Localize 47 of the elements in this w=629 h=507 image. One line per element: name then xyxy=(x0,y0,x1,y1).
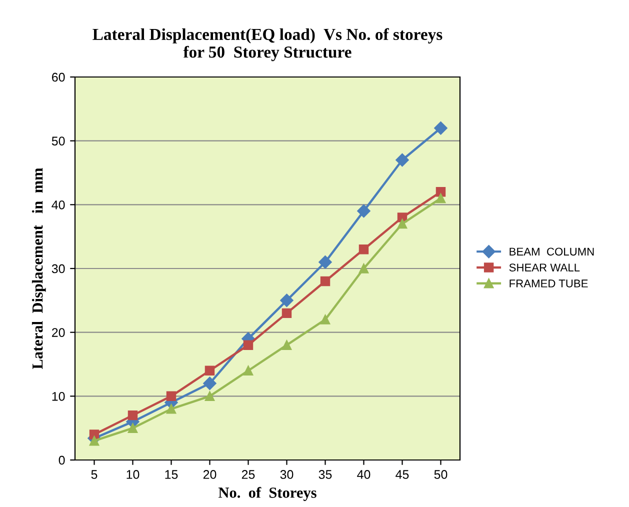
point xyxy=(396,153,409,167)
point xyxy=(128,423,138,433)
y-tick-label: 20 xyxy=(52,328,65,337)
point xyxy=(204,366,215,376)
point xyxy=(203,376,216,390)
point xyxy=(166,391,176,402)
x-tick-label: 20 xyxy=(203,470,216,479)
x-tick-label: 40 xyxy=(357,470,370,479)
point xyxy=(320,276,330,286)
y-tick-label: 50 xyxy=(52,136,65,146)
point xyxy=(397,218,408,229)
x-tick-label: 10 xyxy=(126,470,140,479)
x-tick-label: 25 xyxy=(242,470,255,479)
legend-label: FRAMED TUBE xyxy=(510,280,588,288)
x-tick-label: 5 xyxy=(91,470,98,479)
x-axis-title: No. of Storeys xyxy=(218,486,316,501)
y-tick-label: 60 xyxy=(52,72,65,82)
point xyxy=(166,404,176,414)
y-tick-label: 30 xyxy=(52,264,65,274)
y-tick-label: 40 xyxy=(52,200,65,210)
point xyxy=(358,264,369,274)
point xyxy=(318,256,332,269)
x-tick-label: 45 xyxy=(396,470,409,479)
y-tick-label: 10 xyxy=(52,392,65,401)
point xyxy=(434,121,448,135)
point xyxy=(357,204,370,218)
x-tick-label: 50 xyxy=(434,470,448,479)
point xyxy=(89,436,100,446)
chart-title: Lateral Displacement(EQ load) Vs No. of storeys for 50 Storey Structure xyxy=(92,28,442,62)
point xyxy=(436,193,446,204)
y-axis-title: Lateral Displacement in mm xyxy=(32,168,46,370)
legend-label: BEAM COLUMN xyxy=(510,248,594,256)
x-tick-label: 35 xyxy=(318,470,332,479)
point xyxy=(204,391,215,402)
point xyxy=(128,410,138,420)
x-tick-label: 15 xyxy=(165,470,178,479)
y-tick-label: 0 xyxy=(58,456,65,465)
legend-label: SHEAR WALL xyxy=(509,264,580,272)
point xyxy=(282,340,292,350)
point xyxy=(243,366,254,376)
point xyxy=(320,314,330,324)
point xyxy=(280,294,294,308)
point xyxy=(243,340,254,350)
x-tick-label: 30 xyxy=(280,470,294,479)
point xyxy=(436,187,446,197)
point xyxy=(358,244,369,254)
point xyxy=(282,308,292,318)
